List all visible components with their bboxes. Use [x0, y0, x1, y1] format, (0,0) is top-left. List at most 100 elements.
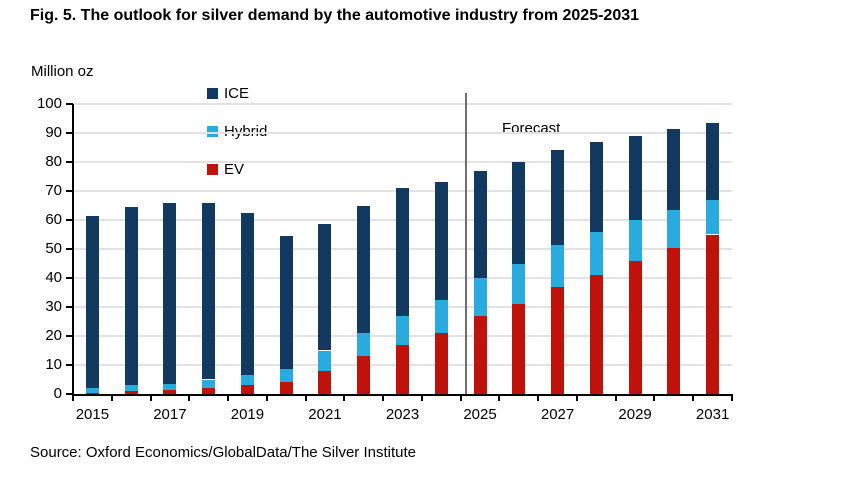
y-axis-tick — [66, 393, 73, 395]
x-axis-tick — [731, 394, 733, 401]
bar-segment-ice-2030 — [667, 128, 681, 210]
bar-segment-hybrid-2015 — [85, 388, 99, 393]
bar-segment-ice-2025 — [473, 170, 487, 278]
bar-segment-hybrid-2027 — [551, 244, 565, 287]
bar-segment-hybrid-2024 — [434, 299, 448, 334]
y-tick-label: 10 — [45, 356, 62, 373]
bar-segment-ev-2020 — [279, 382, 293, 394]
bar-segment-ice-2015 — [85, 215, 99, 389]
x-axis-tick — [614, 394, 617, 401]
legend-label-ice: ICE — [224, 84, 250, 102]
x-tick-label: 2031 — [695, 406, 730, 423]
x-axis-tick — [498, 394, 501, 401]
legend-item-hybrid: Hybrid — [207, 123, 267, 140]
bar-segment-ev-2026 — [512, 304, 526, 394]
bar-segment-ev-2027 — [551, 286, 565, 394]
bar-segment-ev-2030 — [667, 247, 681, 394]
bar-segment-ice-2019 — [240, 212, 254, 376]
y-tick-label: 90 — [45, 124, 62, 141]
y-axis-unit-label: Million oz — [31, 63, 94, 80]
bar-segment-hybrid-2022 — [357, 333, 371, 357]
bar-segment-ev-2024 — [434, 333, 448, 394]
y-axis-tick — [66, 219, 73, 221]
x-axis-tick — [343, 394, 346, 401]
bar-segment-ice-2020 — [279, 235, 293, 370]
x-axis-tick — [653, 394, 656, 401]
x-axis-tick — [265, 394, 268, 401]
bar-segment-hybrid-2016 — [124, 385, 138, 392]
x-axis-tick — [382, 394, 385, 401]
bar-segment-hybrid-2021 — [318, 350, 332, 371]
y-axis-tick — [66, 248, 73, 250]
x-axis-line — [72, 394, 733, 396]
legend-swatch-ice-icon — [207, 87, 218, 99]
bar-segment-hybrid-2026 — [512, 263, 526, 305]
y-tick-label: 100 — [36, 95, 62, 112]
bar-segment-hybrid-2031 — [706, 199, 720, 235]
x-tick-label: 2021 — [308, 406, 342, 423]
source-attribution: Source: Oxford Economics/GlobalData/The … — [30, 444, 417, 461]
x-axis-tick — [459, 394, 462, 401]
y-axis-tick — [66, 161, 73, 163]
x-axis-tick — [575, 394, 578, 401]
legend-item-ev: EV — [207, 160, 245, 178]
y-axis-tick — [66, 190, 73, 192]
legend-label-ev: EV — [224, 160, 245, 178]
y-axis-tick — [66, 335, 73, 337]
x-tick-label: 2029 — [618, 406, 652, 423]
bar-segment-ev-2021 — [318, 370, 332, 394]
bar-segment-hybrid-2025 — [473, 278, 487, 316]
x-tick-label: 2025 — [463, 406, 497, 423]
y-axis-line — [72, 104, 74, 396]
bar-segment-ice-2018 — [202, 202, 216, 380]
y-tick-label: 20 — [45, 327, 62, 344]
y-tick-label: 70 — [45, 182, 62, 199]
bar-segment-ice-2029 — [628, 135, 642, 220]
y-axis-tick — [66, 103, 73, 105]
x-tick-label: 2019 — [230, 406, 265, 423]
y-tick-label: 80 — [45, 153, 62, 170]
bar-segment-ice-2027 — [551, 150, 565, 245]
bar-segment-ev-2023 — [396, 344, 409, 394]
bar-segment-ev-2029 — [628, 260, 642, 394]
bar-segment-ev-2016 — [124, 391, 138, 394]
x-axis-tick — [110, 394, 113, 401]
y-tick-label: 0 — [53, 385, 62, 402]
x-axis-tick — [227, 394, 230, 401]
forecast-divider-line — [464, 93, 467, 394]
y-axis-tick — [66, 277, 73, 279]
chart-title: Fig. 5. The outlook for silver demand by… — [30, 7, 640, 24]
y-tick-label: 60 — [45, 211, 62, 228]
bar-segment-hybrid-2019 — [240, 375, 254, 386]
bar-segment-ev-2028 — [589, 275, 603, 394]
y-axis-tick — [66, 132, 73, 134]
bar-segment-hybrid-2017 — [163, 383, 177, 390]
y-axis-tick — [66, 364, 73, 366]
forecast-annotation: Forecast — [502, 120, 561, 137]
x-tick-label: 2027 — [540, 406, 575, 423]
bar-segment-ev-2017 — [163, 389, 177, 394]
y-tick-label: 30 — [45, 298, 62, 315]
bar-segment-hybrid-2018 — [202, 379, 216, 389]
bar-segment-ice-2017 — [163, 202, 177, 384]
bar-segment-hybrid-2028 — [589, 231, 603, 276]
x-axis-tick — [537, 394, 540, 401]
x-axis-tick — [692, 394, 695, 401]
bar-segment-hybrid-2030 — [667, 209, 681, 248]
bar-segment-ice-2026 — [512, 162, 526, 264]
bar-segment-ev-2025 — [473, 315, 487, 394]
bar-segment-ice-2021 — [318, 224, 332, 351]
bar-segment-ice-2016 — [124, 206, 138, 386]
x-axis-tick — [420, 394, 423, 401]
x-axis-tick — [149, 394, 152, 401]
y-tick-label: 40 — [45, 269, 62, 286]
bar-segment-ev-2015 — [85, 392, 99, 394]
x-axis-tick — [72, 394, 74, 401]
bar-segment-ice-2023 — [396, 188, 409, 316]
bar-segment-ev-2031 — [706, 234, 720, 394]
bar-segment-ice-2028 — [589, 141, 603, 232]
bar-segment-ev-2018 — [202, 388, 216, 394]
bar-segment-ev-2022 — [357, 356, 371, 394]
gridline — [73, 161, 732, 163]
x-tick-label: 2017 — [153, 406, 187, 423]
